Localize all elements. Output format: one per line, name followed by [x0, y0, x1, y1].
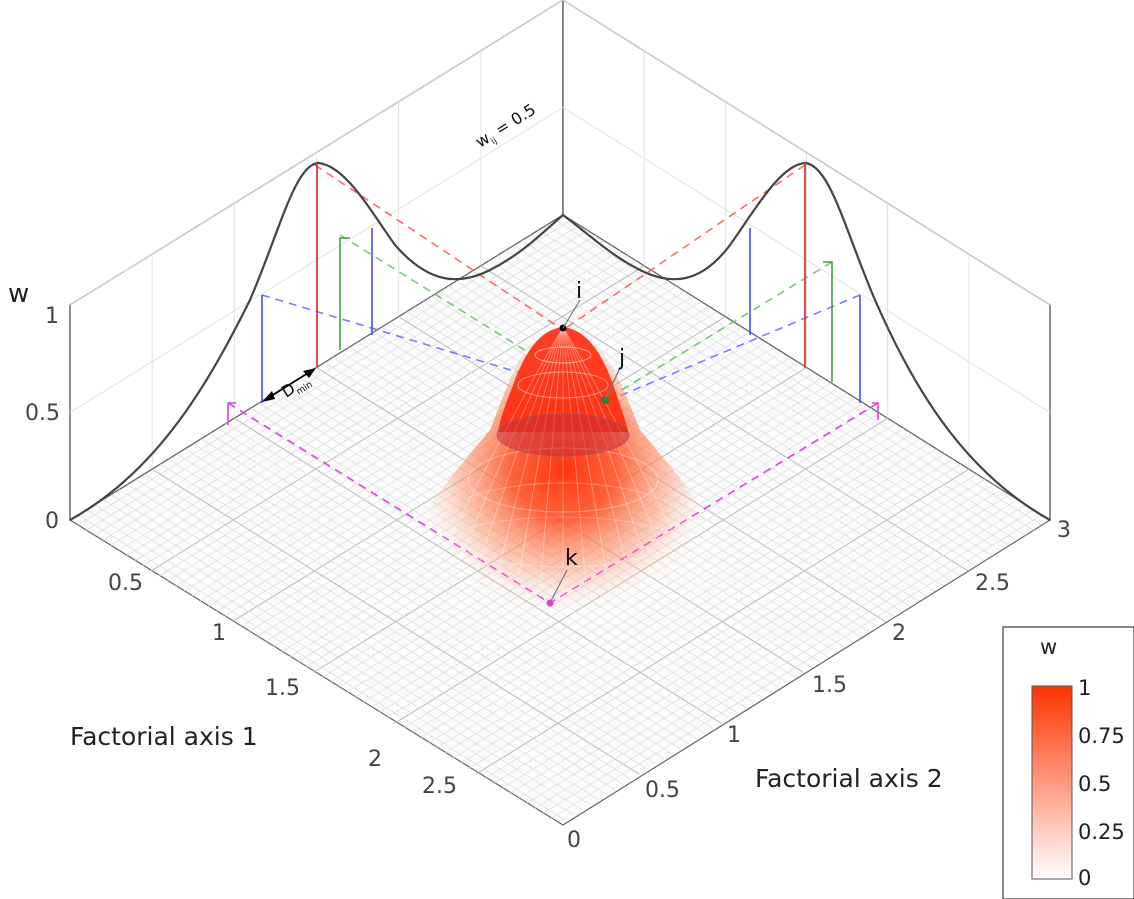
- z-axis-title: w: [8, 279, 29, 309]
- surface-meridian: [562, 326, 708, 601]
- y-tick-2.5: 2.5: [975, 571, 1010, 596]
- x-tick-0.5: 0.5: [108, 571, 143, 596]
- floor-grid-line: [499, 484, 994, 790]
- z-tick-1: 1: [45, 304, 59, 329]
- wall-grid-line: [562, 0, 1051, 306]
- floor-grid-line: [135, 479, 623, 785]
- floor-grid-line: [524, 499, 1018, 805]
- floor-grid-line: [548, 514, 1043, 821]
- floor-grid-line: [532, 504, 1026, 811]
- x-tick-1.5: 1.5: [265, 676, 300, 701]
- left-green-bracket: [339, 237, 350, 350]
- dmin-arrowhead-a: [262, 391, 275, 402]
- right-profile-curve: [562, 161, 1051, 521]
- right-green-bracket: [823, 261, 833, 382]
- proj-green-1: [339, 234, 606, 401]
- proj-green-2: [604, 261, 833, 401]
- floor-grid-line: [143, 473, 632, 780]
- left-profile-curve: [69, 161, 564, 521]
- label-j: j: [618, 346, 625, 371]
- floor-grid-line: [94, 504, 582, 811]
- y-tick-3: 3: [1057, 518, 1071, 543]
- x-tick-2: 2: [368, 747, 382, 772]
- wall-grid-line: [562, 107, 1051, 413]
- leader-i: [562, 299, 581, 329]
- floor-grid-line: [475, 468, 970, 775]
- proj-red-2: [562, 164, 806, 331]
- y-tick-1: 1: [727, 723, 741, 748]
- floor-grid-line: [127, 484, 615, 790]
- x-axis: 0.5 1 1.5 2 2.5 Factorial axis 1: [70, 571, 457, 799]
- y-axis: 0 0.5 1 1.5 2 2.5 3 Factorial axis 2: [567, 518, 1071, 853]
- colorbar-tick-1: 1: [1078, 676, 1091, 700]
- colorbar-tick-0.5: 0.5: [1078, 772, 1111, 796]
- floor-grid-line: [491, 479, 986, 785]
- surface-cap: [498, 327, 628, 432]
- leader-j: [604, 367, 621, 401]
- x-axis-title: Factorial axis 1: [70, 722, 258, 751]
- floor-grid-line: [508, 489, 1002, 795]
- colorbar-tick-0: 0: [1078, 866, 1091, 890]
- threshold-ellipse: [496, 413, 630, 457]
- surface-contour: [412, 516, 714, 614]
- x-tick-1: 1: [212, 621, 226, 646]
- points: i j k: [546, 279, 625, 607]
- proj-red-1: [314, 164, 564, 331]
- colorbar: w 1 0.75 0.5 0.25 0: [1002, 626, 1134, 899]
- surface-contour: [517, 371, 609, 399]
- leader-k: [549, 569, 568, 604]
- label-k: k: [565, 546, 578, 571]
- colorbar-title: w: [1040, 635, 1057, 659]
- colorbar-tick-0.75: 0.75: [1078, 724, 1125, 748]
- label-i: i: [576, 279, 582, 304]
- colorbar-tick-0.25: 0.25: [1078, 820, 1125, 844]
- surface-contour: [534, 346, 592, 364]
- y-tick-2: 2: [892, 621, 906, 646]
- x-tick-2.5: 2.5: [422, 774, 457, 799]
- right-magenta-bracket: [872, 402, 879, 420]
- floor-grid-line: [78, 514, 566, 821]
- wall-grid-line: [69, 0, 564, 306]
- surface-contour: [437, 482, 689, 568]
- gaussian-surface: [412, 326, 715, 614]
- surface-meridian: [418, 326, 564, 601]
- floor-grid-line: [102, 499, 591, 805]
- proj-blue-2: [609, 294, 861, 401]
- colorbar-gradient: [1031, 685, 1073, 880]
- floor-grid-line: [119, 489, 607, 795]
- y-tick-1.5: 1.5: [812, 673, 847, 698]
- floor-grid-line: [110, 494, 599, 800]
- dmin-arrowhead-b: [303, 368, 316, 378]
- right-wall-profile: [562, 161, 1051, 521]
- floor-grid-line: [516, 494, 1010, 800]
- proj-blue-1: [261, 294, 611, 401]
- z-tick-0: 0: [45, 509, 59, 534]
- surface-skirt: [413, 327, 715, 612]
- floor-grid-line: [483, 473, 978, 780]
- floor-grid-line: [540, 509, 1034, 816]
- wall-grid: [69, 0, 1051, 470]
- y-tick-0: 0: [567, 828, 581, 853]
- left-wall-profile: [69, 161, 564, 521]
- y-axis-title: Factorial axis 2: [755, 764, 943, 793]
- z-tick-0.5: 0.5: [25, 401, 60, 426]
- left-magenta-bracket: [227, 402, 236, 425]
- y-tick-0.5: 0.5: [645, 778, 680, 803]
- z-axis: w 1 0.5 0: [8, 279, 60, 534]
- floor-grid-line: [86, 509, 574, 816]
